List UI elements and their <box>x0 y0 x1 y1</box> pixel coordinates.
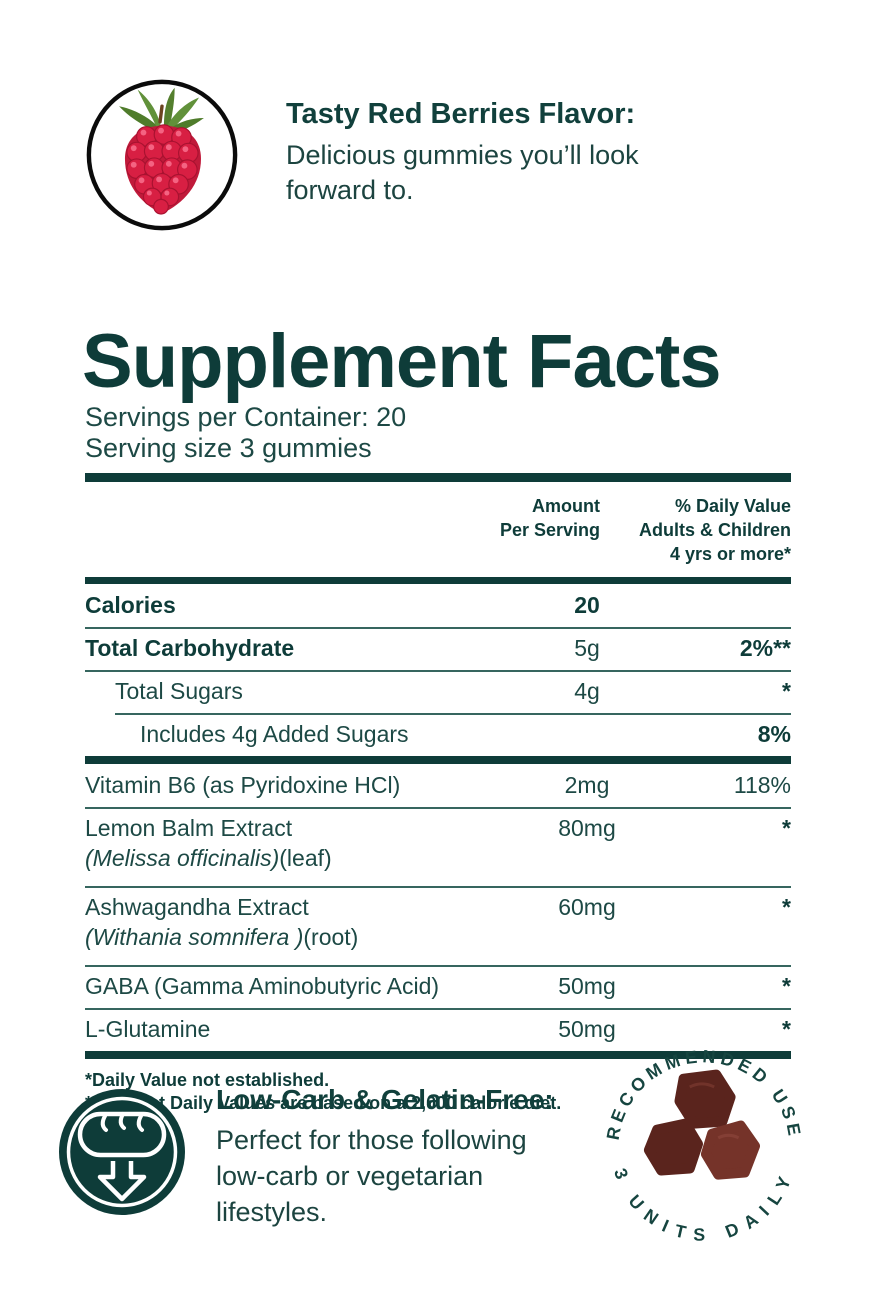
daily-value: * <box>782 1016 791 1042</box>
flavor-body-line: Delicious gummies you’ll look <box>286 140 639 170</box>
ingredient-name: Vitamin B6 (as Pyridoxine HCl) <box>85 772 401 798</box>
serving-size: Serving size 3 gummies <box>85 433 372 463</box>
divider-bar <box>85 1051 791 1059</box>
table-row: Calories 20 <box>85 584 791 627</box>
ingredient-name: GABA (Gamma Aminobutyric Acid) <box>85 973 440 999</box>
ingredient-name: Lemon Balm Extract (Melissa officinalis)(… <box>85 815 332 871</box>
flavor-callout: Tasty Red Berries Flavor: Delicious gumm… <box>286 97 706 208</box>
amount-value: 60mg <box>558 894 616 920</box>
ingredient-name: Ashwagandha Extract (Withania somnifera )… <box>85 894 359 950</box>
table-row: L-Glutamine 50mg * <box>85 1008 791 1051</box>
serving-info: Servings per Container: 20 Serving size … <box>85 402 406 464</box>
amount-value: 80mg <box>558 815 616 841</box>
daily-value: 2%** <box>739 635 791 661</box>
footnote: **Percent Daily Values are based on a 2,… <box>85 1093 562 1113</box>
servings-per-container: Servings per Container: 20 <box>85 402 407 432</box>
table-row: Vitamin B6 (as Pyridoxine HCl) 2mg 118% <box>85 764 791 807</box>
daily-value: * <box>782 678 791 704</box>
lowcarb-body-line: lifestyles. <box>216 1197 328 1227</box>
footnotes: *Daily Value not established. **Percent … <box>85 1069 791 1115</box>
amount-value: 50mg <box>558 1016 616 1042</box>
supplement-facts-table: Amount Per Serving % Daily Value Adults … <box>85 473 791 1115</box>
daily-value-column-header: % Daily Value Adults & Children 4 yrs or… <box>639 496 791 564</box>
table-section-actives: Vitamin B6 (as Pyridoxine HCl) 2mg 118% Lem… <box>85 764 791 1051</box>
daily-value: 8% <box>757 721 791 747</box>
down-arrow-icon <box>97 1161 147 1202</box>
raspberry-leaf <box>119 106 161 131</box>
flavor-heading: Tasty Red Berries Flavor: <box>286 98 636 130</box>
supplement-facts-title: Supplement Facts <box>82 319 722 404</box>
ingredient-name: Calories <box>85 592 176 618</box>
table-row: Ashwagandha Extract (Withania somnifera )… <box>85 886 791 965</box>
table-row: Total Sugars 4g * <box>85 670 791 713</box>
table-row: Includes 4g Added Sugars 8% <box>85 713 791 756</box>
ingredient-name: L-Glutamine <box>85 1016 211 1042</box>
amount-value: 2mg <box>564 772 610 798</box>
daily-value: * <box>782 973 791 999</box>
lowcarb-body-line: low-carb or vegetarian <box>216 1161 484 1191</box>
amount-value <box>492 719 682 749</box>
divider-bar <box>85 577 791 584</box>
badge-bottom-text: 3 UNITS DAILY <box>610 1166 798 1245</box>
bread-icon <box>59 1089 185 1215</box>
amount-value: 4g <box>574 678 600 704</box>
lowcarb-heading: Low-Carb & Gelatin-Free: <box>216 1084 554 1115</box>
ingredient-name: Total Carbohydrate <box>85 635 295 661</box>
table-row: Lemon Balm Extract (Melissa officinalis)(… <box>85 807 791 886</box>
lowcarb-callout: Low-Carb & Gelatin-Free: Perfect for tho… <box>216 1083 636 1230</box>
footnote: *Daily Value not established. <box>85 1070 330 1090</box>
gummies-image <box>643 1069 760 1180</box>
daily-value: * <box>782 815 791 841</box>
table-header: Amount Per Serving % Daily Value Adults … <box>85 482 791 577</box>
table-row: GABA (Gamma Aminobutyric Acid) 50mg * <box>85 965 791 1008</box>
recommended-use-badge: RECOMMENDED USE 3 UNITS DAILY <box>603 1046 801 1245</box>
divider-bar <box>85 473 791 482</box>
daily-value: * <box>782 894 791 920</box>
lowcarb-body-line: Perfect for those following <box>216 1125 527 1155</box>
daily-value <box>682 590 791 620</box>
amount-column-header: Amount Per Serving <box>499 496 600 540</box>
ingredient-name: Total Sugars <box>115 678 243 704</box>
raspberry-image <box>86 79 238 231</box>
amount-value: 5g <box>574 635 600 661</box>
flavor-body-line: forward to. <box>286 175 414 205</box>
daily-value: 118% <box>733 772 791 798</box>
table-row: Total Carbohydrate 5g 2%** <box>85 627 791 670</box>
amount-value: 20 <box>574 592 600 618</box>
divider-bar <box>85 756 791 764</box>
amount-value: 50mg <box>558 973 616 999</box>
ingredient-name: Includes 4g Added Sugars <box>140 721 409 747</box>
table-section-macros: Calories 20 Total Carbohydrate 5g 2%** Total … <box>85 584 791 756</box>
